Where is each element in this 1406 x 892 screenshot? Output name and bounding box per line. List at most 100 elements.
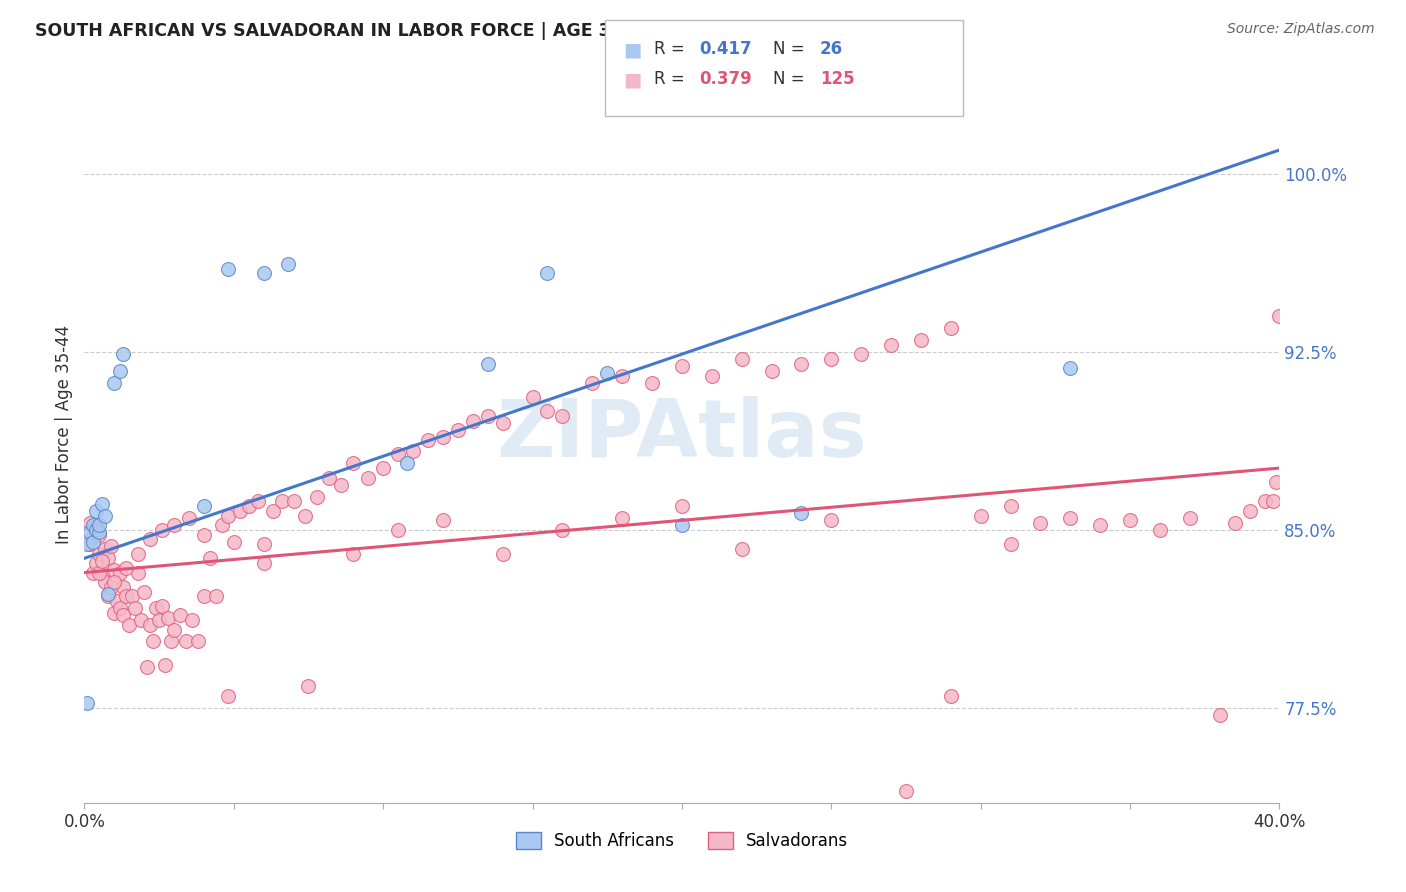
- Point: [198, 551, 221, 566]
- Text: ZIPAtlas: ZIPAtlas: [496, 396, 868, 474]
- Point: [551, 523, 574, 537]
- Point: [103, 606, 125, 620]
- Point: [82, 566, 104, 580]
- Point: [536, 267, 558, 281]
- Point: [132, 584, 156, 599]
- Point: [112, 580, 135, 594]
- Point: [110, 601, 132, 615]
- Point: [142, 634, 165, 648]
- Point: [193, 499, 215, 513]
- Point: [492, 416, 515, 430]
- Point: [700, 368, 723, 383]
- Point: [1209, 708, 1232, 723]
- Point: [342, 456, 364, 470]
- Point: [820, 351, 842, 366]
- Point: [939, 689, 962, 703]
- Point: [100, 540, 122, 554]
- Point: [76, 696, 98, 710]
- Point: [357, 470, 380, 484]
- Point: [150, 523, 173, 537]
- Point: [270, 494, 292, 508]
- Point: [228, 504, 252, 518]
- Point: [1265, 475, 1288, 490]
- Point: [82, 518, 104, 533]
- Text: 125: 125: [820, 70, 855, 88]
- Point: [294, 508, 316, 523]
- Point: [86, 523, 108, 537]
- Text: 0.379: 0.379: [699, 70, 752, 88]
- Text: ■: ■: [623, 70, 641, 89]
- Point: [139, 617, 162, 632]
- Point: [1149, 523, 1171, 537]
- Point: [432, 513, 454, 527]
- Point: [1178, 511, 1201, 525]
- Point: [79, 537, 101, 551]
- Point: [94, 508, 117, 523]
- Point: [163, 518, 186, 533]
- Point: [790, 357, 813, 371]
- Text: R =: R =: [654, 70, 690, 88]
- Point: [1263, 494, 1285, 508]
- Point: [461, 414, 484, 428]
- Point: [89, 527, 111, 541]
- Point: [193, 589, 215, 603]
- Point: [1239, 504, 1261, 518]
- Point: [761, 364, 783, 378]
- Point: [894, 784, 917, 798]
- Point: [127, 566, 149, 580]
- Point: [492, 547, 515, 561]
- Point: [970, 508, 993, 523]
- Point: [217, 689, 239, 703]
- Point: [136, 660, 159, 674]
- Point: [86, 556, 108, 570]
- Point: [110, 364, 132, 378]
- Point: [91, 566, 114, 580]
- Point: [731, 351, 754, 366]
- Text: N =: N =: [773, 70, 810, 88]
- Point: [148, 613, 170, 627]
- Point: [112, 347, 135, 361]
- Point: [612, 368, 634, 383]
- Point: [396, 456, 419, 470]
- Point: [79, 516, 101, 530]
- Point: [86, 504, 108, 518]
- Point: [174, 634, 197, 648]
- Point: [262, 504, 284, 518]
- Point: [153, 658, 176, 673]
- Point: [1223, 516, 1246, 530]
- Point: [342, 547, 364, 561]
- Point: [820, 513, 842, 527]
- Point: [671, 359, 693, 373]
- Point: [432, 430, 454, 444]
- Point: [169, 608, 191, 623]
- Point: [277, 257, 299, 271]
- Point: [139, 533, 162, 547]
- Point: [163, 623, 186, 637]
- Point: [150, 599, 173, 613]
- Point: [100, 580, 122, 594]
- Point: [121, 589, 143, 603]
- Point: [89, 547, 111, 561]
- Point: [89, 518, 111, 533]
- Point: [97, 589, 120, 603]
- Point: [1253, 494, 1275, 508]
- Point: [91, 497, 114, 511]
- Point: [118, 617, 141, 632]
- Point: [94, 541, 117, 556]
- Point: [790, 506, 813, 520]
- Point: [910, 333, 932, 347]
- Text: R =: R =: [654, 40, 690, 58]
- Point: [91, 554, 114, 568]
- Point: [402, 444, 425, 458]
- Point: [551, 409, 574, 423]
- Point: [76, 537, 98, 551]
- Point: [145, 601, 167, 615]
- Point: [307, 490, 329, 504]
- Point: [246, 494, 269, 508]
- Point: [86, 520, 108, 534]
- Point: [373, 461, 395, 475]
- Point: [880, 337, 903, 351]
- Point: [536, 404, 558, 418]
- Point: [253, 267, 276, 281]
- Point: [115, 589, 138, 603]
